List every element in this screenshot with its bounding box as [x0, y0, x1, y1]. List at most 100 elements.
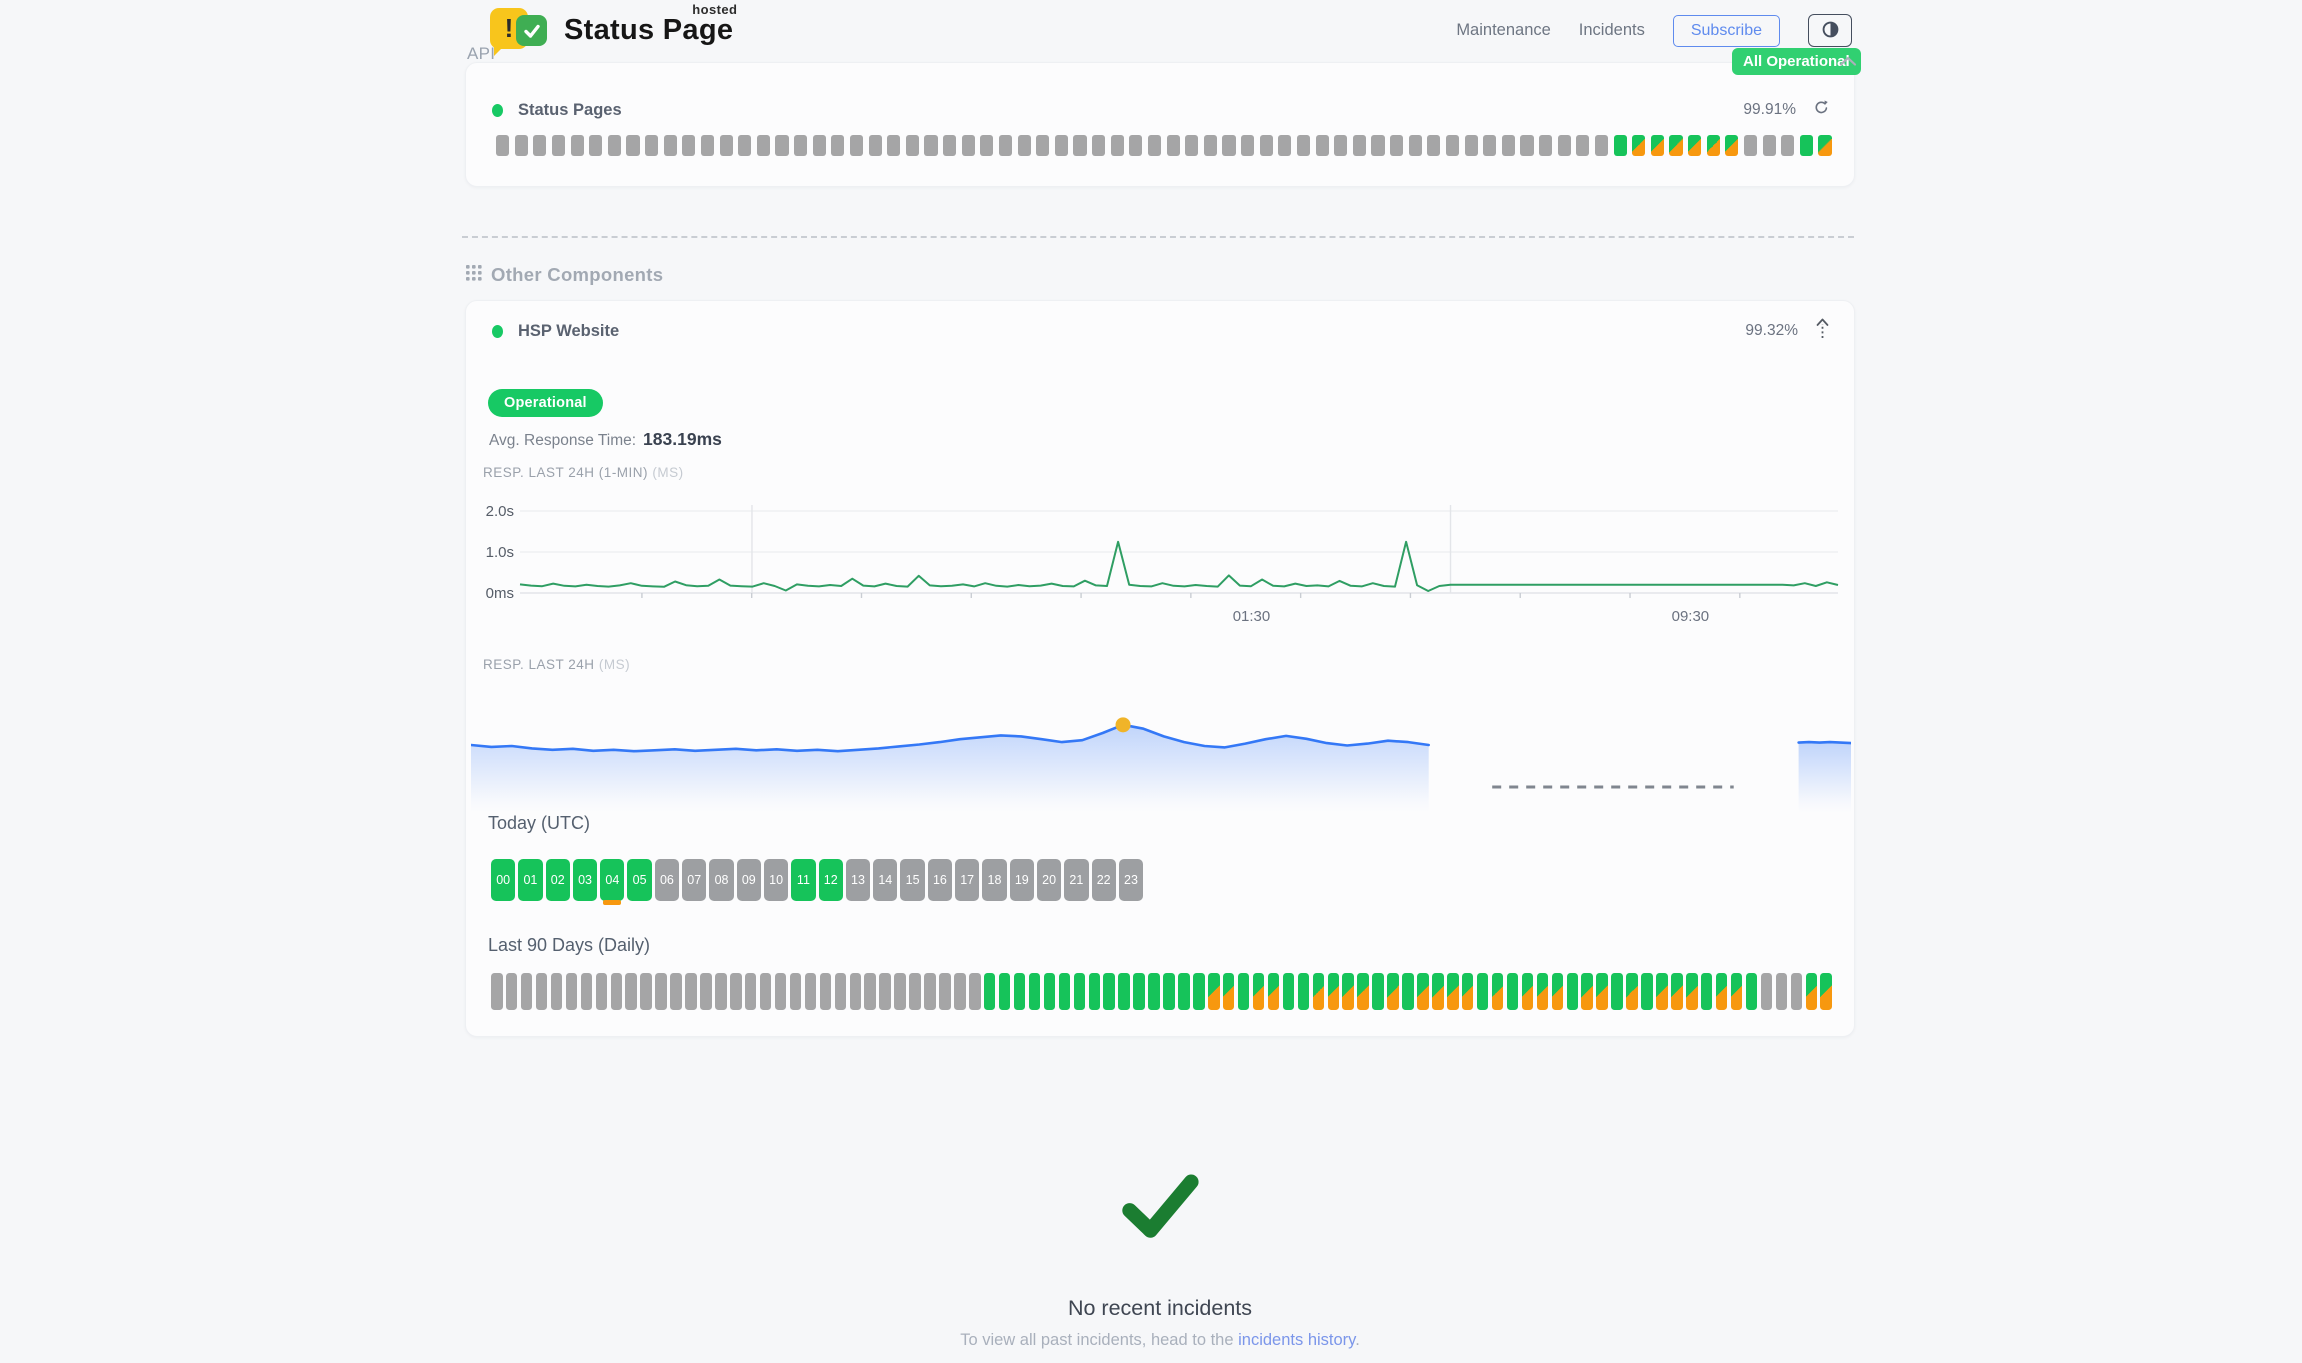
overall-status-badge[interactable]: All Operational: [1732, 48, 1861, 75]
no-incidents-section: No recent incidents To view all past inc…: [465, 1168, 1855, 1350]
avg-response-label: Avg. Response Time:: [489, 432, 637, 449]
day-bar: [1193, 973, 1205, 1010]
uptime-bar: [1390, 135, 1404, 156]
day-bar: [1820, 973, 1832, 1010]
day-bar: [625, 973, 637, 1010]
uptime-bar: [1073, 135, 1087, 156]
hour-block: 12: [818, 859, 843, 901]
uptime-bar: [756, 135, 770, 156]
collapse-arrow-up-icon[interactable]: [1815, 317, 1830, 345]
day-bar: [670, 973, 682, 1010]
hour-block: 19: [1009, 859, 1034, 901]
chevron-up-icon[interactable]: [1839, 54, 1857, 72]
day-bar: [1491, 973, 1504, 1010]
component-identity: Status Pages: [492, 101, 622, 120]
day-bar: [1178, 973, 1190, 1010]
uptime-bar: [719, 135, 733, 156]
uptime-bar: [1259, 135, 1273, 156]
subscribe-button[interactable]: Subscribe: [1672, 14, 1780, 47]
day-bar: [1342, 973, 1354, 1010]
incidents-history-link[interactable]: incidents history: [1238, 1331, 1356, 1349]
day-bar: [535, 973, 548, 1010]
day-bar: [1417, 973, 1429, 1010]
day-bar: [1013, 973, 1026, 1010]
day-bar: [1402, 973, 1414, 1010]
uptime-bar: [1241, 135, 1255, 156]
uptime-bar: [1278, 135, 1292, 156]
uptime-bar: [961, 135, 975, 156]
day-bar: [491, 973, 503, 1010]
component-row: HSP Website 99.32%: [492, 317, 1830, 345]
day-bar: [774, 973, 787, 1010]
uptime-bar: [645, 135, 659, 156]
day-bar: [1805, 973, 1818, 1010]
nav-maintenance[interactable]: Maintenance: [1456, 21, 1551, 39]
hour-block: 04: [600, 859, 625, 905]
day-bar: [1103, 973, 1115, 1010]
day-bar: [954, 973, 966, 1010]
uptime-bar: [682, 135, 696, 156]
y-axis-label: 1.0s: [486, 544, 514, 561]
uptime-bar: [533, 135, 547, 156]
day-bar: [1596, 973, 1608, 1010]
day-bar: [909, 973, 921, 1010]
component-meta: 99.91%: [1743, 99, 1830, 121]
uptime-bar: [1110, 135, 1124, 156]
uptime-bar: [1818, 135, 1832, 156]
hsp-website-card: HSP Website 99.32% Operational Avg. Resp…: [465, 300, 1855, 1037]
day-bar: [1506, 973, 1519, 1010]
day-bar: [580, 973, 593, 1010]
uptime-bar: [1557, 135, 1571, 156]
uptime-bar: [1017, 135, 1031, 156]
day-bar: [730, 973, 742, 1010]
day-bar: [1700, 973, 1713, 1010]
hour-block: 03: [572, 859, 598, 901]
day-bar: [1372, 973, 1384, 1010]
uptime-bar: [1166, 135, 1180, 156]
hour-block: 22: [1091, 859, 1116, 901]
uptime-bar: [570, 135, 584, 156]
nav-incidents[interactable]: Incidents: [1578, 21, 1645, 39]
uptime-bar: [1520, 135, 1534, 156]
uptime-bar: [496, 135, 510, 156]
day-bar: [879, 973, 891, 1010]
day-bar: [1790, 973, 1803, 1010]
uptime-bar: [1706, 135, 1720, 156]
uptime-bar: [663, 135, 677, 156]
uptime-bar: [607, 135, 621, 156]
section-divider: [462, 236, 1854, 238]
uptime-bar: [1483, 135, 1497, 156]
day-bar: [1775, 973, 1788, 1010]
uptime-bar: [1781, 135, 1795, 156]
operational-status-pill: Operational: [488, 389, 603, 417]
hour-block: 11: [791, 859, 816, 901]
day-bar: [1088, 973, 1101, 1010]
uptime-bar: [1743, 135, 1757, 156]
day-bar: [610, 973, 623, 1010]
uptime-bar: [1576, 135, 1590, 156]
hour-block: 09: [736, 859, 761, 901]
uptime-bar: [905, 135, 919, 156]
uptime-bar: [1762, 135, 1776, 156]
theme-toggle-button[interactable]: [1808, 14, 1852, 47]
day-bar: [1148, 973, 1160, 1010]
logo-superscript: hosted: [692, 2, 738, 17]
hour-block: 18: [982, 859, 1007, 901]
hour-block: 21: [1064, 859, 1089, 901]
day-bar: [789, 973, 802, 1010]
day-bar: [1387, 973, 1399, 1010]
y-axis-label: 0ms: [486, 585, 514, 602]
uptime-bar: [794, 135, 808, 156]
day-bar: [1327, 973, 1340, 1010]
uptime-bar: [700, 135, 714, 156]
big-check-icon: [465, 1168, 1855, 1246]
uptime-bar: [1036, 135, 1050, 156]
uptime-bar: [1445, 135, 1459, 156]
day-bar: [1476, 973, 1489, 1010]
refresh-icon[interactable]: [1813, 99, 1830, 121]
section-title-other-components: Other Components: [466, 264, 663, 286]
uptime-bar: [589, 135, 603, 156]
day-bar: [1581, 973, 1593, 1010]
component-name: HSP Website: [518, 321, 620, 340]
logo[interactable]: ! Status Page hosted: [490, 2, 737, 56]
